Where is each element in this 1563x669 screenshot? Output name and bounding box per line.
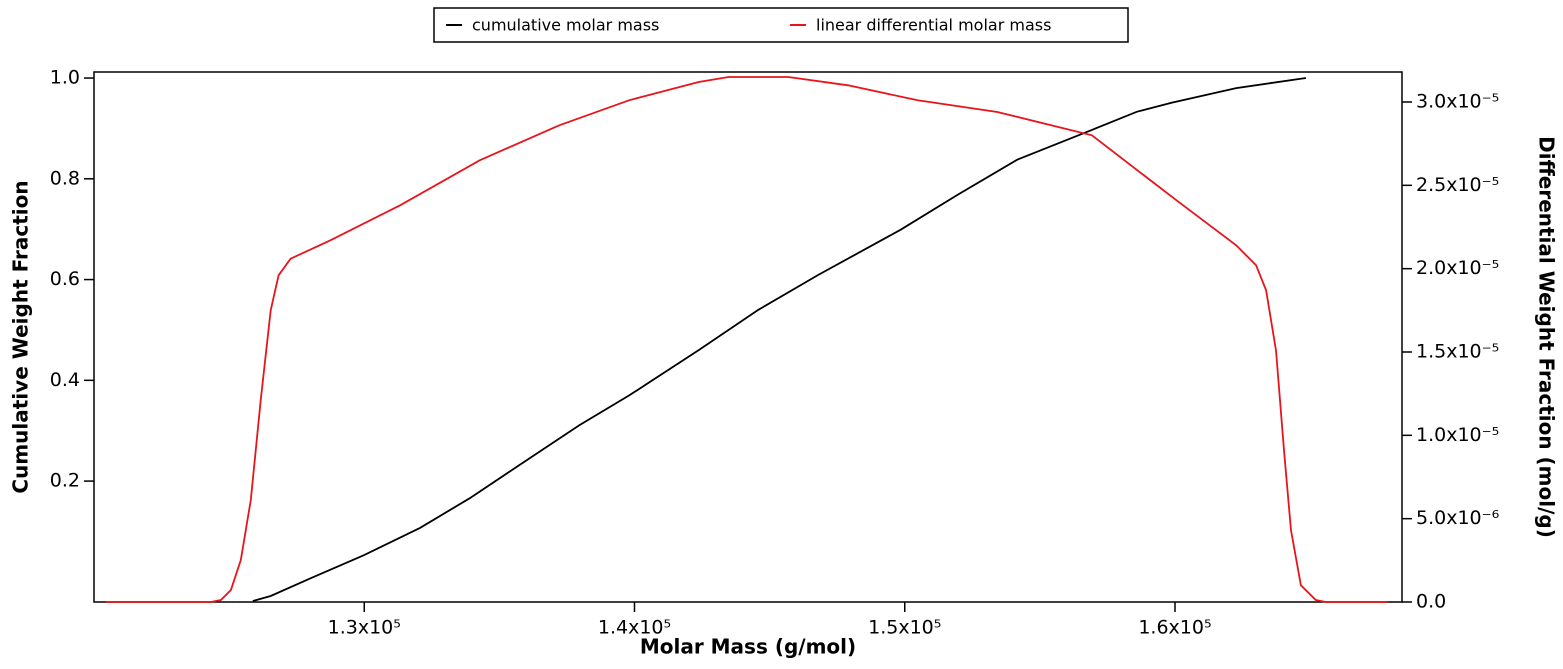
x-tick-label: 1.3x10⁵ <box>328 617 401 639</box>
y2-tick-label: 2.5x10⁻⁵ <box>1416 174 1499 196</box>
y2-tick-label: 0.0 <box>1416 591 1446 613</box>
x-axis-title: Molar Mass (g/mol) <box>640 635 856 659</box>
y2-tick-label: 1.5x10⁻⁵ <box>1416 341 1499 363</box>
x-tick-label: 1.5x10⁵ <box>868 617 941 639</box>
data-line <box>252 77 1307 602</box>
y2-tick-label: 2.0x10⁻⁵ <box>1416 257 1499 279</box>
y-tick-label: 0.8 <box>50 167 80 189</box>
y-tick-label: 0.2 <box>50 470 80 492</box>
y2-tick-label: 5.0x10⁻⁶ <box>1416 507 1499 529</box>
x-tick-label: 1.4x10⁵ <box>598 617 671 639</box>
legend-label: cumulative molar mass <box>472 16 659 35</box>
y-tick-label: 0.4 <box>50 369 80 391</box>
x-tick-label: 1.6x10⁵ <box>1138 617 1211 639</box>
y2-axis-title: Differential Weight Fraction (mol/g) <box>1535 136 1559 538</box>
legend-label: linear differential molar mass <box>816 16 1051 35</box>
y-tick-label: 0.6 <box>50 268 80 290</box>
y-axis-title: Cumulative Weight Fraction <box>9 180 33 493</box>
y2-tick-label: 1.0x10⁻⁵ <box>1416 424 1499 446</box>
legend-box <box>433 7 1129 43</box>
plot-frame <box>93 71 1403 603</box>
y2-tick-label: 3.0x10⁻⁵ <box>1416 91 1499 113</box>
data-line <box>105 76 1388 603</box>
y-tick-label: 1.0 <box>50 67 80 89</box>
